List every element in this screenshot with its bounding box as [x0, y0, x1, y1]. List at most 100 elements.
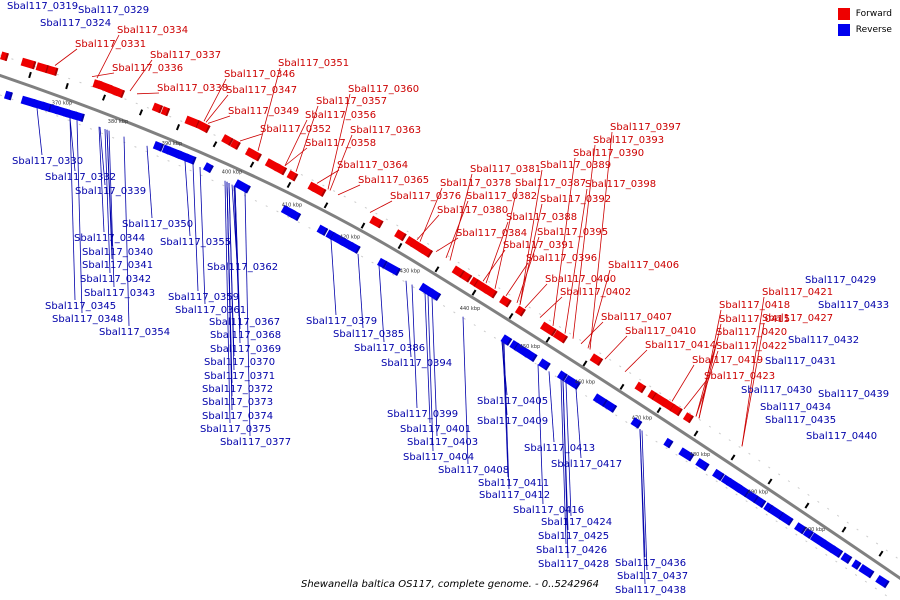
leader-line [639, 429, 646, 585]
leader-line [199, 166, 206, 305]
forward-gene [483, 285, 498, 299]
reverse-gene [563, 374, 581, 390]
gene-label: Sbal117_0422 [716, 341, 787, 352]
reverse-gene [851, 559, 862, 570]
leader-line [587, 269, 611, 349]
leader-line [104, 128, 111, 274]
feature-marker [434, 266, 440, 273]
forward-track-guide [0, 54, 900, 561]
scale-tick-label: 380 kbp [108, 119, 128, 125]
forward-gene [682, 412, 694, 424]
gene-label: Sbal117_0438 [615, 585, 686, 596]
reverse-gene [383, 261, 401, 276]
reverse-gene [287, 208, 302, 222]
forward-gene [0, 51, 9, 62]
gene-label: Sbal117_0435 [765, 415, 836, 426]
reverse-gene [829, 545, 844, 559]
gene-label: Sbal117_0424 [541, 517, 612, 528]
scale-tick-label: 370 kbp [52, 101, 72, 107]
gene-label: Sbal117_0427 [762, 313, 833, 324]
forward-gene [230, 139, 241, 150]
reverse-gene [592, 393, 609, 408]
forward-gene [111, 86, 126, 99]
gene-label: Sbal117_0339 [75, 186, 146, 197]
leader-line [445, 200, 469, 259]
reverse-gene [427, 288, 442, 302]
feature-marker [212, 141, 218, 148]
gene-label: Sbal117_0437 [617, 571, 688, 582]
reverse-gene [316, 224, 329, 237]
gene-label: Sbal117_0428 [538, 559, 609, 570]
forward-gene [369, 215, 384, 229]
leader-line [552, 157, 576, 326]
gene-label: Sbal117_0431 [765, 356, 836, 367]
gene-label: Sbal117_0346 [224, 69, 295, 80]
gene-label: Sbal117_0375 [200, 424, 271, 435]
leader-line [565, 382, 572, 517]
scale-tick-label: 440 kbp [460, 306, 480, 312]
feature-marker [28, 71, 32, 79]
leader-line [205, 94, 229, 123]
reverse-gene [678, 447, 695, 462]
gene-label: Sbal117_0362 [207, 262, 278, 273]
forward-gene [35, 62, 50, 74]
forward-swatch [837, 8, 850, 20]
scale-tick-label: 410 kbp [282, 203, 302, 209]
leader-line [284, 119, 308, 166]
leader-line [96, 34, 120, 79]
scale-ticks: 370 kbp 380 kbp 390 kbp 400 kbp 410 kbp 420 k… [28, 71, 884, 557]
scale-tick-label: 480 kbp [690, 452, 710, 458]
gene-label: Sbal117_0433 [818, 300, 889, 311]
gene-label: Sbal117_0388 [506, 212, 577, 223]
leader-line [91, 72, 115, 77]
leader-line [698, 309, 722, 419]
leader-line [416, 214, 440, 240]
leader-line [411, 284, 418, 409]
leader-line [99, 126, 106, 186]
gene-label: Sbal117_0351 [278, 58, 349, 69]
scale-tick-label: 400 kbp [222, 170, 242, 176]
gene-label: Sbal117_0329 [78, 5, 149, 16]
gene-label: Sbal117_0420 [716, 327, 787, 338]
reverse-gene [377, 257, 388, 269]
gene-label: Sbal117_0396 [526, 253, 597, 264]
reverse-gene [523, 348, 538, 363]
gene-label: Sbal117_0413 [524, 443, 595, 454]
feature-marker [804, 502, 810, 509]
gene-label: Sbal117_0343 [84, 288, 155, 299]
gene-label: Sbal117_0409 [477, 416, 548, 427]
forward-gene [634, 381, 647, 394]
leader-line [537, 364, 544, 505]
forward-gene [46, 65, 59, 77]
leader-line [69, 117, 76, 172]
reverse-gene [348, 242, 361, 254]
gene-label: Sbal117_0394 [381, 358, 452, 369]
leader-line [560, 379, 567, 545]
gene-label: Sbal117_0367 [209, 317, 280, 328]
forward-gene [196, 120, 211, 134]
forward-gene [221, 134, 234, 147]
reverse-gene [603, 400, 618, 413]
forward-gene [499, 295, 512, 308]
feature-marker [878, 550, 884, 557]
feature-marker [545, 336, 551, 343]
gene-label: Sbal117_0344 [74, 233, 145, 244]
leader-line [519, 203, 543, 305]
leader-line [589, 131, 613, 350]
gene-label: Sbal117_0426 [536, 545, 607, 556]
gene-label: Sbal117_0378 [440, 178, 511, 189]
leader-line [228, 182, 235, 371]
gene-label: Sbal117_0416 [513, 505, 584, 516]
leader-line [244, 191, 251, 437]
leader-line [503, 342, 510, 490]
gene-label: Sbal117_0371 [204, 371, 275, 382]
leader-line [572, 144, 596, 339]
feature-marker [65, 82, 69, 90]
forward-gene [539, 321, 557, 337]
gene-label: Sbal117_0399 [387, 409, 458, 420]
leader-line [695, 350, 719, 417]
gene-label: Sbal117_0370 [204, 357, 275, 368]
gene-label: Sbal117_0401 [400, 424, 471, 435]
feature-marker [286, 181, 292, 189]
